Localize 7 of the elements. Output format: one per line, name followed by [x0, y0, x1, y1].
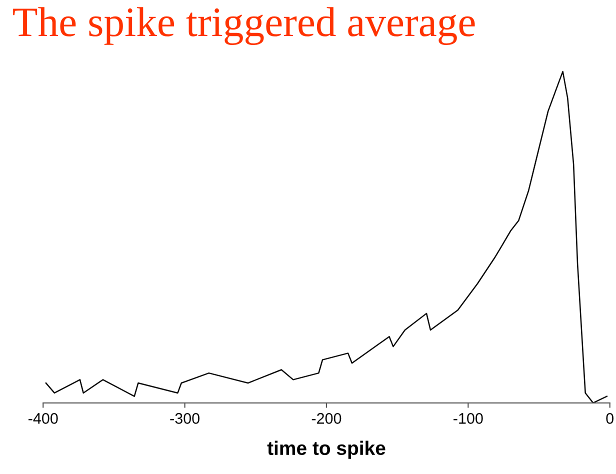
x-axis-title: time to spike [267, 440, 386, 459]
x-tick-label: 0 [606, 413, 614, 424]
chart-title: The spike triggered average [13, 7, 475, 46]
x-tick-label: -400 [28, 413, 58, 424]
x-tick-label: -200 [312, 413, 342, 424]
x-tick-label: -300 [170, 413, 200, 424]
x-tick-label: -100 [454, 413, 483, 424]
